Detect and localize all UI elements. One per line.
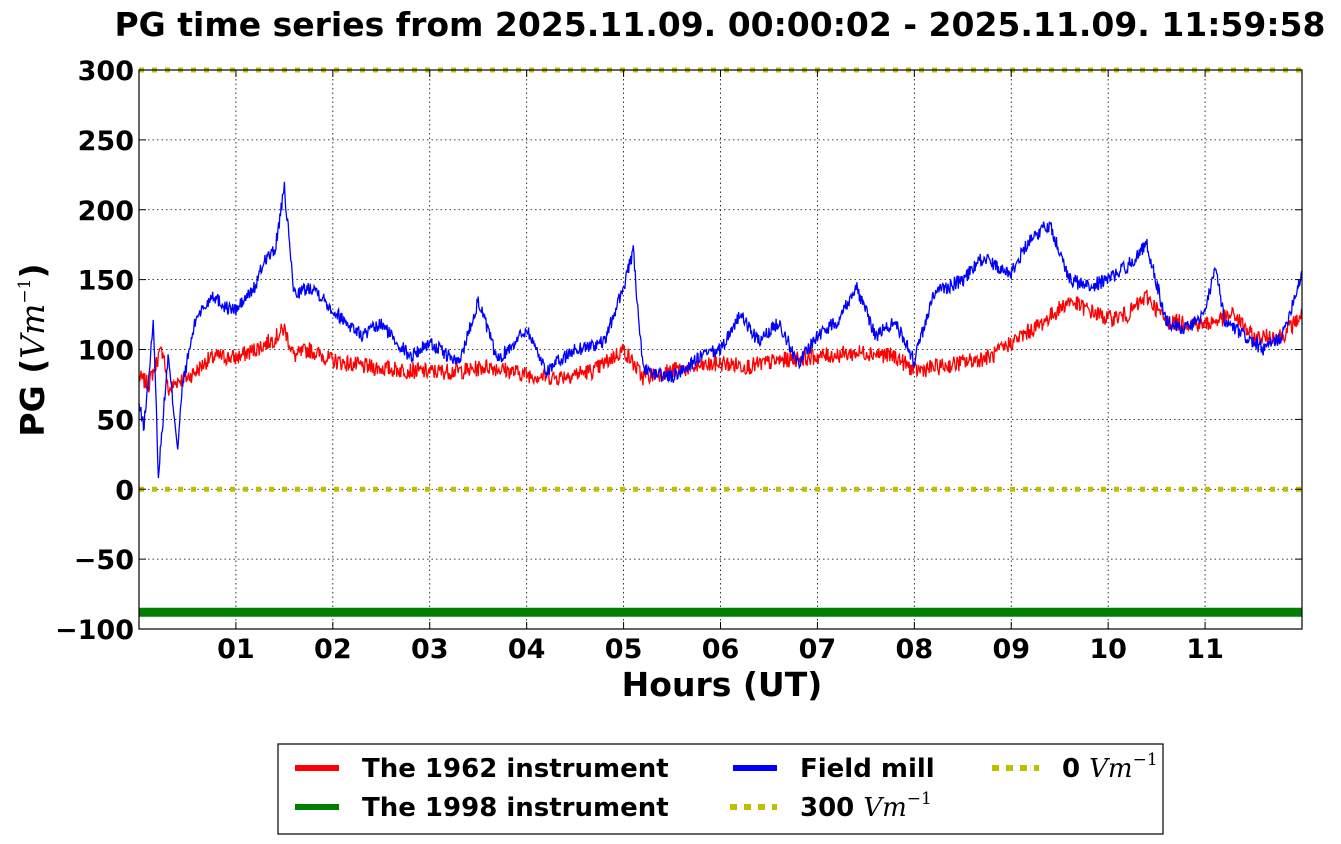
y-axis-label-exponent: −1	[15, 279, 35, 304]
legend: The 1962 instrument The 1998 instrument Fi…	[295, 750, 1158, 823]
x-tick-label: 06	[702, 634, 740, 665]
y-tick-label: 150	[78, 266, 134, 297]
y-axis-label-unit: Vm	[13, 304, 52, 359]
y-axis-label-suffix: )	[13, 263, 52, 278]
legend-entry: 0 Vm−1	[992, 750, 1158, 784]
x-tick-label: 02	[314, 634, 352, 665]
y-tick-label: 0	[115, 475, 134, 506]
legend-label-unit: Vm	[863, 793, 906, 823]
legend-label: Field mill	[800, 754, 935, 784]
legend-box	[277, 743, 1164, 835]
x-axis-label: Hours (UT)	[622, 665, 823, 704]
legend-label: The 1998 instrument	[362, 793, 669, 823]
series-line-field-mill	[138, 181, 1303, 479]
y-tick-label: 100	[78, 336, 134, 367]
y-tick-label: 200	[78, 196, 134, 227]
y-tick-label: 50	[96, 405, 134, 436]
series-layer	[138, 67, 1303, 617]
x-tick-label: 07	[799, 634, 837, 665]
x-tick-label: 03	[411, 634, 449, 665]
legend-label-unit: Vm	[1089, 754, 1132, 784]
y-tick-label: −100	[55, 615, 134, 646]
y-axis-label: PG (Vm−1)	[13, 263, 52, 436]
legend-entry: Field mill	[733, 754, 935, 784]
legend-label-exponent: −1	[907, 789, 932, 809]
y-axis-label-prefix: PG (	[13, 359, 52, 437]
series-line-the-1962-instrument	[138, 289, 1303, 396]
x-tick-label: 01	[217, 634, 255, 665]
legend-label: 0 Vm−1	[1062, 750, 1158, 784]
legend-entry: 300 Vm−1	[730, 789, 932, 823]
y-tick-label: 300	[78, 56, 134, 87]
legend-entry: The 1998 instrument	[295, 793, 669, 823]
x-tick-label: 05	[605, 634, 643, 665]
y-tick-label: 250	[78, 126, 134, 157]
x-tick-label: 08	[896, 634, 934, 665]
legend-entry: The 1962 instrument	[295, 754, 669, 784]
legend-label: 300 Vm−1	[800, 789, 932, 823]
legend-label: The 1962 instrument	[362, 754, 669, 784]
legend-label-number: 300	[800, 793, 863, 823]
y-tick-label: −50	[74, 545, 134, 576]
x-tick-label: 11	[1186, 634, 1224, 665]
axis-ticks: 01 02 03 04 05 06 07 08 09 10 11 −100 −50 0 50 100 150 20…	[55, 56, 1302, 665]
legend-label-exponent: −1	[1133, 750, 1158, 770]
x-tick-label: 10	[1089, 634, 1127, 665]
x-tick-label: 09	[992, 634, 1030, 665]
x-tick-label: 04	[508, 634, 546, 665]
chart-title: PG time series from 2025.11.09. 00:00:02…	[115, 5, 1326, 44]
legend-label-number: 0	[1062, 754, 1089, 784]
